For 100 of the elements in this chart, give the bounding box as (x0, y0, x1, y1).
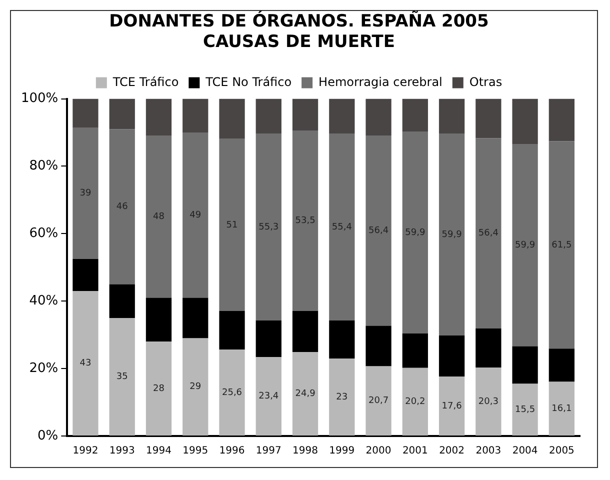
data-label: 56,4 (368, 226, 389, 236)
bar (292, 352, 318, 436)
bar (438, 336, 465, 377)
text: DONANTES DE ÓRGANOS. ESPAÑA 2005 (109, 12, 489, 32)
bar (476, 368, 502, 436)
bar (476, 328, 502, 368)
bar (219, 138, 245, 311)
bar (292, 130, 318, 311)
data-label: 20,2 (405, 397, 426, 408)
bar (72, 258, 98, 292)
bar (292, 310, 318, 352)
data-label: 59,9 (405, 228, 426, 238)
bar (72, 291, 98, 436)
x-tick-label: 2004 (512, 446, 538, 457)
y-tick-label: 60% (29, 226, 58, 242)
data-label: 55,4 (332, 222, 352, 232)
bar (476, 138, 502, 328)
bar (402, 368, 428, 436)
bar (292, 98, 318, 130)
data-label: 29 (190, 382, 202, 392)
legend-label: TCE Tráfico (112, 74, 179, 89)
x-tick-label: 2003 (476, 446, 502, 457)
x-tick-label: 1998 (292, 446, 318, 457)
data-label: 23 (336, 392, 348, 402)
bar (512, 98, 538, 144)
x-tick-label: 1992 (72, 446, 98, 457)
bar (146, 136, 172, 298)
bar (366, 98, 392, 136)
data-label: 48 (153, 212, 165, 222)
data-label: 51 (226, 220, 238, 230)
data-label: 55,3 (258, 222, 279, 232)
bar (182, 98, 208, 133)
bar (512, 384, 538, 436)
bar (548, 348, 575, 382)
bar (182, 132, 208, 298)
bar (329, 98, 355, 134)
bar (182, 298, 208, 338)
data-label: 61,5 (552, 240, 572, 250)
x-tick-label: 2000 (366, 446, 392, 457)
bar (366, 326, 392, 366)
data-label: 35 (116, 372, 128, 382)
text: CAUSAS DE MUERTE (203, 32, 395, 52)
bar (329, 134, 355, 320)
bar (219, 98, 245, 139)
bar (366, 366, 392, 436)
bar (256, 134, 282, 320)
bar (182, 338, 208, 436)
data-label: 43 (80, 358, 92, 369)
x-tick-label: 1994 (146, 446, 172, 457)
bar (109, 318, 135, 436)
legend-label: Otras (469, 74, 502, 89)
bar (366, 136, 392, 326)
data-label: 59,9 (442, 230, 462, 240)
bar (512, 346, 538, 384)
y-tick-label: 100% (20, 91, 58, 106)
data-label: 24,9 (295, 389, 316, 400)
data-label: 25,6 (222, 388, 242, 398)
data-label: 20,7 (368, 396, 389, 406)
data-label: 59,9 (515, 240, 536, 251)
data-label: 15,5 (515, 404, 536, 415)
bar (109, 284, 135, 318)
bar (219, 310, 245, 350)
legend-label: TCE No Tráfico (204, 74, 292, 89)
bar (72, 127, 98, 259)
bar (146, 298, 172, 342)
bar (146, 342, 172, 436)
data-label: 49 (190, 210, 202, 220)
bar (256, 98, 282, 134)
data-label: 46 (116, 202, 128, 212)
bar (438, 376, 465, 436)
bar (146, 98, 172, 136)
bar (476, 98, 502, 138)
bar (109, 98, 135, 130)
bar (402, 333, 428, 368)
bar (256, 320, 282, 358)
x-tick-label: 1999 (329, 446, 355, 457)
y-tick-label: 0% (38, 428, 58, 444)
x-tick-label: 1995 (182, 446, 208, 457)
data-label: 23,4 (258, 392, 279, 402)
bar (256, 357, 282, 436)
legend-label: Hemorragia cerebral (318, 74, 442, 89)
bar (548, 141, 575, 349)
bar (72, 98, 98, 128)
bar (438, 98, 465, 134)
data-label: 56,4 (478, 228, 499, 239)
data-label: 20,3 (478, 396, 498, 407)
x-tick-label: 1997 (256, 446, 282, 457)
y-tick-label: 40% (29, 293, 58, 308)
bar (109, 129, 135, 284)
x-tick-label: 1996 (219, 446, 245, 457)
data-label: 39 (80, 188, 92, 199)
bar (438, 134, 465, 336)
x-tick-label: 2005 (548, 446, 574, 457)
data-label: 17,6 (442, 401, 462, 412)
x-tick-label: 2002 (439, 446, 465, 457)
y-tick-label: 80% (29, 158, 58, 174)
bar (329, 320, 355, 358)
bar (402, 98, 428, 132)
bar (512, 144, 538, 346)
y-tick-label: 20% (29, 360, 58, 376)
